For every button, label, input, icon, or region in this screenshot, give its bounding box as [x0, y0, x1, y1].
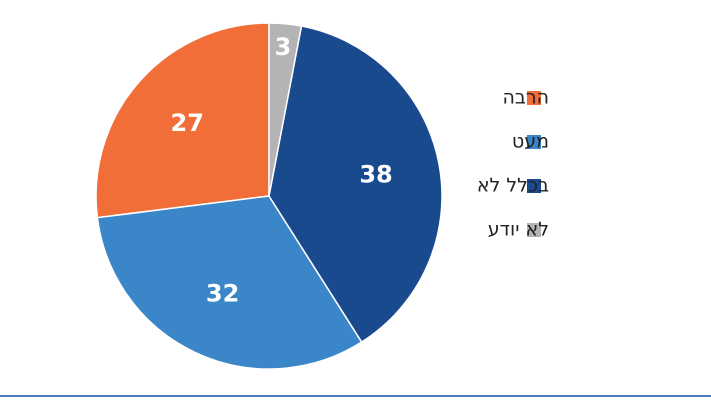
- legend-label: לא יודע: [488, 219, 549, 241]
- legend-label: בכלל לא: [477, 175, 549, 197]
- legend-swatch: [527, 223, 541, 237]
- data-label: 32: [206, 280, 239, 308]
- pie-slice: [268, 22, 303, 197]
- data-label: 27: [171, 109, 204, 137]
- data-label: 3: [275, 33, 292, 61]
- legend-swatch: [527, 179, 541, 193]
- legend-swatch: [527, 91, 541, 105]
- data-label: 38: [359, 161, 392, 189]
- legend-label: מעט: [512, 131, 549, 153]
- pie-slice: [268, 25, 443, 344]
- legend-swatch: [527, 135, 541, 149]
- pie-slice: [95, 22, 270, 219]
- legend-label: הרבה: [502, 87, 549, 109]
